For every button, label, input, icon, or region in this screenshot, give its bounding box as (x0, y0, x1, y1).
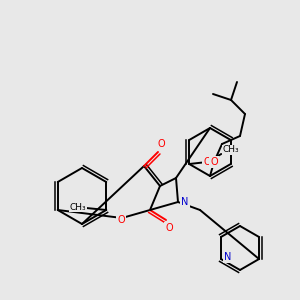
Text: O: O (165, 223, 173, 233)
Text: O: O (117, 215, 125, 225)
Text: CH₃: CH₃ (223, 146, 239, 154)
Text: O: O (203, 157, 211, 167)
Text: N: N (181, 197, 189, 207)
Text: N: N (224, 252, 232, 262)
Text: CH₃: CH₃ (70, 202, 87, 211)
Text: O: O (157, 139, 165, 149)
Text: O: O (210, 157, 218, 167)
